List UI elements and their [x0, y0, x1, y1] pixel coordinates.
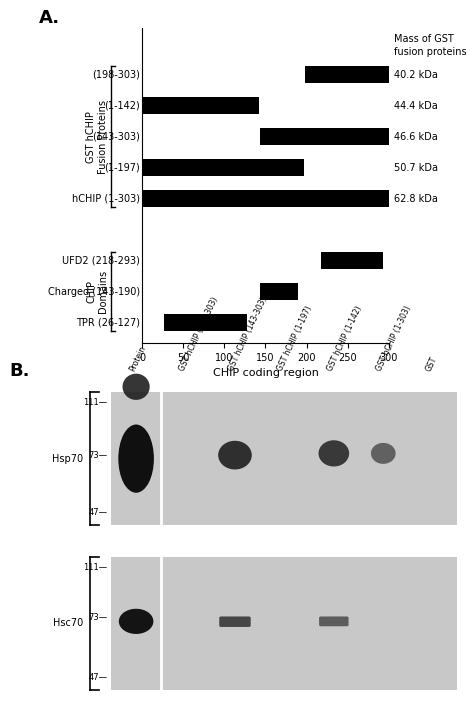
Text: GST hCHIP (1-197): GST hCHIP (1-197)	[276, 305, 314, 373]
Text: GST hCHIP (198-303): GST hCHIP (198-303)	[177, 296, 219, 373]
Text: GST hCHIP
Fusion Proteins: GST hCHIP Fusion Proteins	[86, 100, 108, 174]
Text: 47—: 47—	[89, 508, 108, 518]
Ellipse shape	[371, 443, 396, 464]
Bar	[321, 252, 383, 269]
Text: 44.4 kDa: 44.4 kDa	[393, 101, 438, 111]
Text: 50.7 kDa: 50.7 kDa	[393, 163, 438, 173]
Ellipse shape	[119, 609, 154, 634]
Text: CHIP
Domains: CHIP Domains	[86, 270, 108, 313]
Text: 46.6 kDa: 46.6 kDa	[393, 132, 438, 142]
Text: GST: GST	[425, 355, 439, 373]
Text: Hsp70: Hsp70	[52, 453, 83, 464]
FancyBboxPatch shape	[219, 617, 251, 627]
Text: 111—: 111—	[83, 563, 108, 571]
Bar	[111, 392, 457, 525]
Text: 73—: 73—	[89, 450, 108, 460]
Text: GST hCHIP (143-303): GST hCHIP (143-303)	[227, 296, 269, 373]
Text: Protein: Protein	[128, 344, 147, 373]
Text: Charged (143-190): Charged (143-190)	[47, 287, 140, 297]
Text: A.: A.	[39, 9, 60, 28]
Text: TPR (26-127): TPR (26-127)	[76, 317, 140, 328]
Bar	[111, 556, 457, 689]
Text: 111—: 111—	[83, 398, 108, 407]
Text: (143-303): (143-303)	[92, 132, 140, 142]
Text: Mass of GST
fusion proteins: Mass of GST fusion proteins	[393, 35, 466, 57]
Bar	[260, 284, 298, 300]
Text: UFD2 (218-293): UFD2 (218-293)	[62, 256, 140, 266]
Text: 40.2 kDa: 40.2 kDa	[393, 70, 438, 80]
Bar	[164, 314, 246, 332]
Text: (1-142): (1-142)	[104, 101, 140, 111]
Ellipse shape	[319, 440, 349, 467]
Text: 62.8 kDa: 62.8 kDa	[393, 194, 438, 204]
Bar	[143, 159, 304, 176]
Ellipse shape	[122, 374, 150, 400]
Text: GST hCHIP (1-142): GST hCHIP (1-142)	[326, 305, 364, 373]
Text: B.: B.	[9, 362, 30, 380]
Text: (1-197): (1-197)	[104, 163, 140, 173]
Text: 73—: 73—	[89, 613, 108, 622]
Bar	[260, 128, 391, 146]
Bar	[143, 190, 391, 207]
Text: Hsc70: Hsc70	[53, 618, 83, 628]
Ellipse shape	[218, 440, 252, 469]
FancyBboxPatch shape	[319, 617, 348, 626]
Ellipse shape	[118, 424, 154, 493]
Bar	[305, 66, 391, 83]
Text: GST hCHIP (1-303): GST hCHIP (1-303)	[375, 305, 413, 373]
Text: (198-303): (198-303)	[92, 70, 140, 80]
X-axis label: CHIP coding region: CHIP coding region	[212, 368, 319, 378]
Bar	[143, 98, 259, 115]
Text: 47—: 47—	[89, 673, 108, 682]
Text: hCHIP (1-303): hCHIP (1-303)	[72, 194, 140, 204]
